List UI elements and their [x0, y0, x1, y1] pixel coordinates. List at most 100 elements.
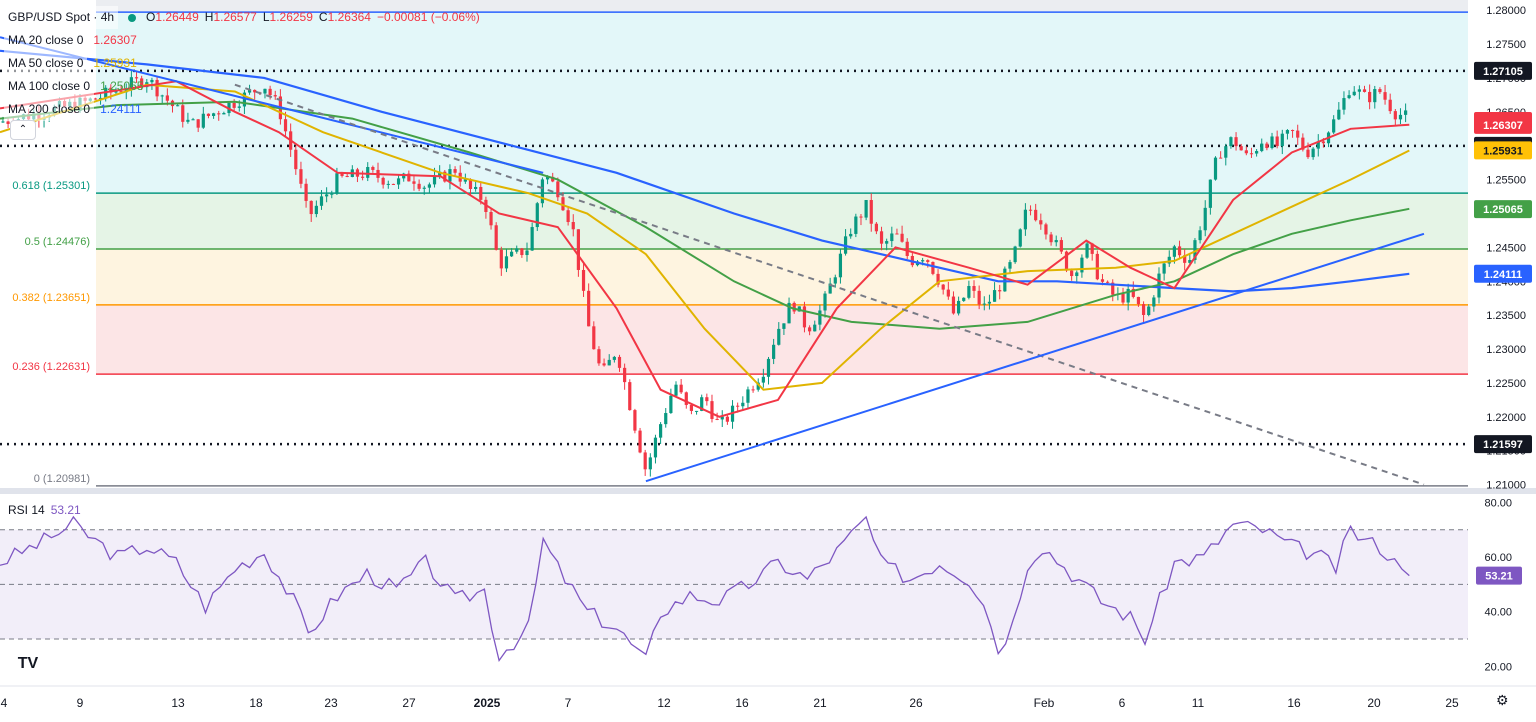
candle-body — [992, 290, 997, 302]
candle-body — [664, 413, 668, 425]
candle-body — [1064, 251, 1069, 271]
candle-body — [509, 251, 514, 257]
low-label: L — [262, 10, 270, 24]
trendline-downtrend-solid — [0, 36, 544, 174]
high-value: 1.26577 — [213, 10, 257, 24]
candle-body — [515, 248, 519, 252]
fib-level-label: 0.618 (1.25301) — [12, 180, 90, 192]
candle-body — [1013, 246, 1017, 263]
candle-body — [345, 175, 349, 177]
tradingview-logo-icon[interactable]: TV — [12, 652, 44, 676]
candle-body — [612, 356, 616, 360]
price-tag — [1474, 141, 1532, 160]
price-level-tag — [1474, 435, 1532, 454]
candle-body — [468, 179, 473, 190]
price-tag-label: 1.25931 — [1483, 145, 1523, 157]
candle-body — [987, 301, 992, 304]
candle-body — [1332, 119, 1336, 133]
symbol-title[interactable]: GBP/USD Spot · 4h — [4, 6, 119, 29]
chevron-up-icon: ⌃ — [18, 124, 28, 135]
candle-body — [1280, 133, 1284, 147]
candle-body — [93, 98, 98, 100]
candle-body — [782, 323, 786, 329]
price-axis-tick: 1.22500 — [1486, 378, 1526, 390]
rsi-line — [0, 515, 1410, 663]
candle-body — [1321, 141, 1326, 144]
candle-body — [1039, 220, 1043, 225]
candle-body — [828, 283, 832, 294]
candle-body — [6, 121, 10, 124]
candle-body — [237, 106, 241, 108]
candle-body — [1337, 109, 1341, 120]
time-axis-tick: 26 — [909, 696, 923, 710]
candle-body — [242, 92, 247, 107]
ma-row[interactable]: MA 50 close 0 1.25931 — [4, 52, 480, 75]
candle-body — [1095, 253, 1099, 280]
price-tag — [1474, 264, 1532, 283]
ma-row[interactable]: MA 100 close 0 1.25065 — [4, 75, 480, 98]
candle-body — [186, 119, 190, 122]
candle-body — [638, 430, 642, 453]
rsi-legend[interactable]: RSI 14 53.21 — [8, 503, 81, 517]
ma20-line — [0, 80, 1410, 418]
candle-body — [211, 113, 216, 116]
ma200-line — [0, 49, 1410, 293]
candle-body — [371, 167, 375, 170]
candle-body — [1126, 288, 1130, 303]
candle-body — [422, 187, 426, 189]
candle-body — [1075, 272, 1079, 277]
candle-body — [1090, 243, 1094, 254]
candle-body — [402, 173, 406, 179]
candle-body — [1167, 256, 1171, 264]
candle-body — [648, 457, 652, 470]
candle-body — [489, 211, 493, 226]
candle-body — [592, 326, 596, 350]
candle-body — [294, 149, 298, 170]
candle-body — [1203, 207, 1207, 231]
candle-body — [741, 402, 745, 407]
candle-body — [977, 290, 981, 305]
candle-body — [1311, 148, 1315, 158]
candle-body — [864, 200, 868, 218]
candle-body — [936, 273, 940, 285]
price-axis-tick: 1.23500 — [1486, 310, 1526, 322]
price-axis-tick: 1.27000 — [1486, 73, 1526, 85]
ma-value: 1.24111 — [100, 102, 142, 116]
price-tag — [1474, 200, 1532, 219]
gear-icon[interactable]: ⚙ — [1496, 692, 1509, 708]
collapse-legend-button[interactable]: ⌃ — [10, 120, 36, 140]
candle-body — [941, 284, 945, 290]
candle-body — [659, 424, 663, 438]
candle-body — [1121, 293, 1125, 303]
candle-body — [412, 181, 416, 184]
candle-body — [314, 205, 318, 215]
candle-body — [129, 77, 133, 90]
candle-body — [386, 183, 390, 185]
candle-body — [360, 176, 365, 178]
candle-body — [140, 78, 144, 88]
candle-body — [1208, 179, 1212, 208]
candle-body — [879, 231, 884, 244]
ma-row[interactable]: MA 200 close 0 1.24111 — [4, 98, 480, 121]
candle-body — [530, 227, 534, 251]
candle-body — [756, 382, 760, 390]
fib-level-label: 0 (1.20981) — [34, 473, 90, 485]
high-label: H — [204, 10, 214, 24]
candle-body — [705, 397, 709, 402]
ma-row[interactable]: MA 20 close 0 1.26307 — [4, 29, 480, 52]
candle-body — [802, 306, 807, 328]
open-value: 1.26449 — [155, 10, 199, 24]
candle-body — [694, 410, 699, 412]
candle-body — [653, 437, 658, 458]
candle-body — [396, 178, 401, 185]
price-axis-tick: 1.22000 — [1486, 412, 1526, 424]
candle-body — [1249, 153, 1254, 155]
candle-body — [217, 113, 221, 115]
rsi-axis-tick: 60.00 — [1484, 552, 1512, 564]
candle-body — [1106, 281, 1110, 283]
candle-body — [926, 260, 930, 262]
candle-body — [710, 401, 714, 419]
candle-body — [643, 452, 647, 470]
